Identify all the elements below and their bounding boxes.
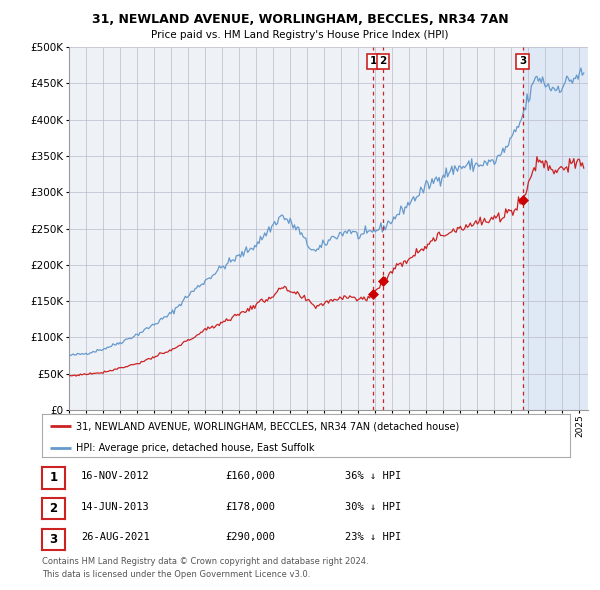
Text: 3: 3 [519, 56, 526, 66]
Bar [523, 47, 588, 410]
Text: 26-AUG-2021: 26-AUG-2021 [81, 533, 150, 542]
Text: 14-JUN-2013: 14-JUN-2013 [81, 502, 150, 512]
Text: HPI: Average price, detached house, East Suffolk: HPI: Average price, detached house, East… [76, 442, 315, 453]
Text: Contains HM Land Registry data © Crown copyright and database right 2024.: Contains HM Land Registry data © Crown c… [42, 558, 368, 566]
Text: 16-NOV-2012: 16-NOV-2012 [81, 471, 150, 481]
Text: £160,000: £160,000 [225, 471, 275, 481]
Text: 1: 1 [370, 56, 377, 66]
Text: 2: 2 [49, 502, 58, 515]
Text: 31, NEWLAND AVENUE, WORLINGHAM, BECCLES, NR34 7AN (detached house): 31, NEWLAND AVENUE, WORLINGHAM, BECCLES,… [76, 421, 460, 431]
Text: 23% ↓ HPI: 23% ↓ HPI [345, 533, 401, 542]
Text: 3: 3 [49, 533, 58, 546]
Text: 36% ↓ HPI: 36% ↓ HPI [345, 471, 401, 481]
Text: £290,000: £290,000 [225, 533, 275, 542]
Text: 30% ↓ HPI: 30% ↓ HPI [345, 502, 401, 512]
Text: 1: 1 [49, 471, 58, 484]
Text: 2: 2 [379, 56, 386, 66]
Text: Price paid vs. HM Land Registry's House Price Index (HPI): Price paid vs. HM Land Registry's House … [151, 30, 449, 40]
Text: 31, NEWLAND AVENUE, WORLINGHAM, BECCLES, NR34 7AN: 31, NEWLAND AVENUE, WORLINGHAM, BECCLES,… [92, 13, 508, 26]
Text: £178,000: £178,000 [225, 502, 275, 512]
Text: This data is licensed under the Open Government Licence v3.0.: This data is licensed under the Open Gov… [42, 571, 310, 579]
